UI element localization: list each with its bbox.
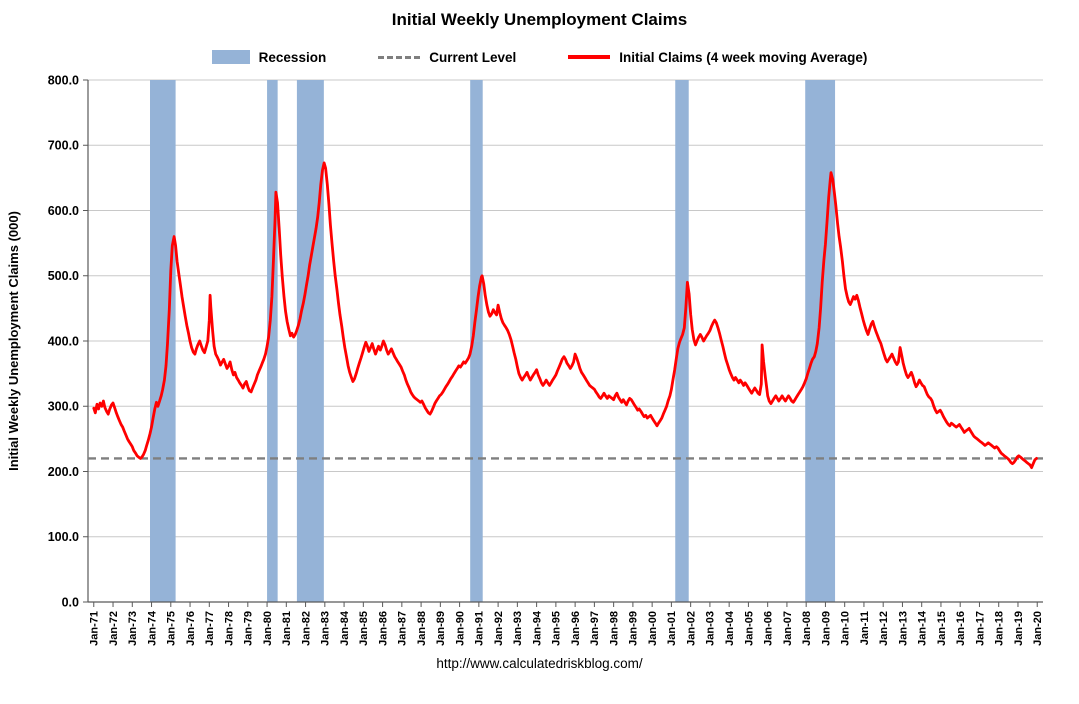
x-tick-label: Jan-19 [1013, 611, 1025, 646]
initial-claims-line [92, 161, 1038, 470]
legend-label-initial-claims: Initial Claims (4 week moving Average) [619, 49, 868, 65]
recession-band [675, 80, 689, 602]
x-tick-label: Jan-93 [512, 611, 524, 646]
source-url: http://www.calculatedriskblog.com/ [436, 656, 643, 671]
legend-item-initial-claims: Initial Claims (4 week moving Average) [568, 50, 867, 65]
x-tick-label: Jan-82 [300, 611, 312, 646]
recession-band [805, 80, 836, 602]
x-tick-label: Jan-91 [474, 611, 486, 646]
x-tick-label: Jan-17 [974, 611, 986, 646]
current-level-legend-sample [378, 55, 421, 59]
x-tick-label: Jan-88 [416, 611, 428, 646]
legend-item-recession: Recession [211, 49, 327, 65]
recession-band [470, 80, 483, 602]
x-tick-label: Jan-07 [782, 611, 794, 646]
legend-label-recession: Recession [258, 49, 327, 65]
chart-title: Initial Weekly Unemployment Claims [391, 10, 688, 29]
x-tick-label: Jan-05 [743, 611, 755, 646]
x-tick-label: Jan-10 [840, 611, 852, 646]
recession-band [296, 80, 324, 602]
x-tick-label: Jan-18 [994, 611, 1006, 646]
x-tick-label: Jan-03 [705, 611, 717, 646]
unemployment-claims-chart: 0.0 100.0 200.0 300.0 400.0 500.0 600.0 700.0 80… [6, 74, 1044, 646]
x-tick-label: Jan-92 [493, 611, 505, 646]
x-tick-label: Jan-86 [377, 611, 389, 646]
x-tick-label: Jan-13 [897, 611, 909, 646]
x-tick-label: Jan-76 [185, 611, 197, 646]
x-tick-label: Jan-77 [204, 611, 216, 646]
x-tick-label: Jan-72 [108, 611, 120, 646]
x-tick-label: Jan-01 [666, 611, 678, 646]
claims-line-legend-sample [568, 55, 611, 59]
y-tick-label: 0.0 [62, 595, 79, 609]
y-tick-label: 600.0 [48, 204, 79, 218]
x-tick-label: Jan-11 [859, 611, 871, 645]
x-tick-label: Jan-73 [127, 611, 139, 646]
x-tick-label: Jan-87 [397, 611, 409, 646]
recession-band [149, 80, 176, 602]
x-tick-label: Jan-09 [820, 611, 832, 646]
x-tick-label: Jan-78 [223, 611, 235, 646]
x-tick-label: Jan-04 [724, 610, 736, 646]
x-tick-label: Jan-97 [589, 611, 601, 646]
y-tick-label: 300.0 [48, 400, 79, 414]
chart-legend: Recession Current Level Initial Claims (… [0, 40, 1079, 74]
x-tick-label: Jan-98 [608, 611, 620, 646]
x-tick-label: Jan-90 [454, 611, 466, 646]
x-tick-label: Jan-94 [531, 610, 543, 646]
x-tick-label: Jan-96 [570, 611, 582, 646]
legend-item-current-level: Current Level [378, 50, 516, 65]
y-axis-title: Initial Weekly Unemployment Claims (000) [6, 211, 21, 471]
x-tick-label: Jan-99 [628, 611, 640, 646]
y-tick-label: 800.0 [48, 74, 79, 87]
y-tick-label: 400.0 [48, 334, 79, 348]
x-tick-label: Jan-16 [955, 611, 967, 646]
x-tick-label: Jan-02 [686, 611, 698, 646]
x-tick-label: Jan-81 [281, 611, 293, 646]
x-tick-label: Jan-12 [878, 611, 890, 646]
y-tick-label: 500.0 [48, 269, 79, 283]
x-tick-label: Jan-15 [936, 611, 948, 646]
x-tick-label: Jan-84 [339, 610, 351, 646]
x-tick-label: Jan-14 [917, 610, 929, 646]
x-tick-label: Jan-79 [243, 611, 255, 646]
recession-band [267, 80, 278, 602]
y-tick-label: 100.0 [48, 530, 79, 544]
x-tick-label: Jan-85 [358, 611, 370, 646]
x-tick-label: Jan-83 [320, 611, 332, 646]
recession-legend-swatch [211, 50, 250, 64]
x-tick-label: Jan-00 [647, 611, 659, 646]
legend-label-current-level: Current Level [429, 49, 517, 65]
y-tick-label: 200.0 [48, 465, 79, 479]
y-tick-label: 700.0 [48, 139, 79, 153]
x-tick-label: Jan-75 [166, 611, 178, 646]
x-tick-label: Jan-06 [763, 611, 775, 646]
x-tick-label: Jan-20 [1032, 611, 1044, 646]
x-tick-label: Jan-74 [146, 610, 158, 646]
x-tick-label: Jan-80 [262, 611, 274, 646]
x-tick-label: Jan-95 [551, 611, 563, 646]
x-tick-label: Jan-71 [89, 611, 101, 646]
x-tick-label: Jan-89 [435, 611, 447, 646]
x-tick-label: Jan-08 [801, 611, 813, 646]
